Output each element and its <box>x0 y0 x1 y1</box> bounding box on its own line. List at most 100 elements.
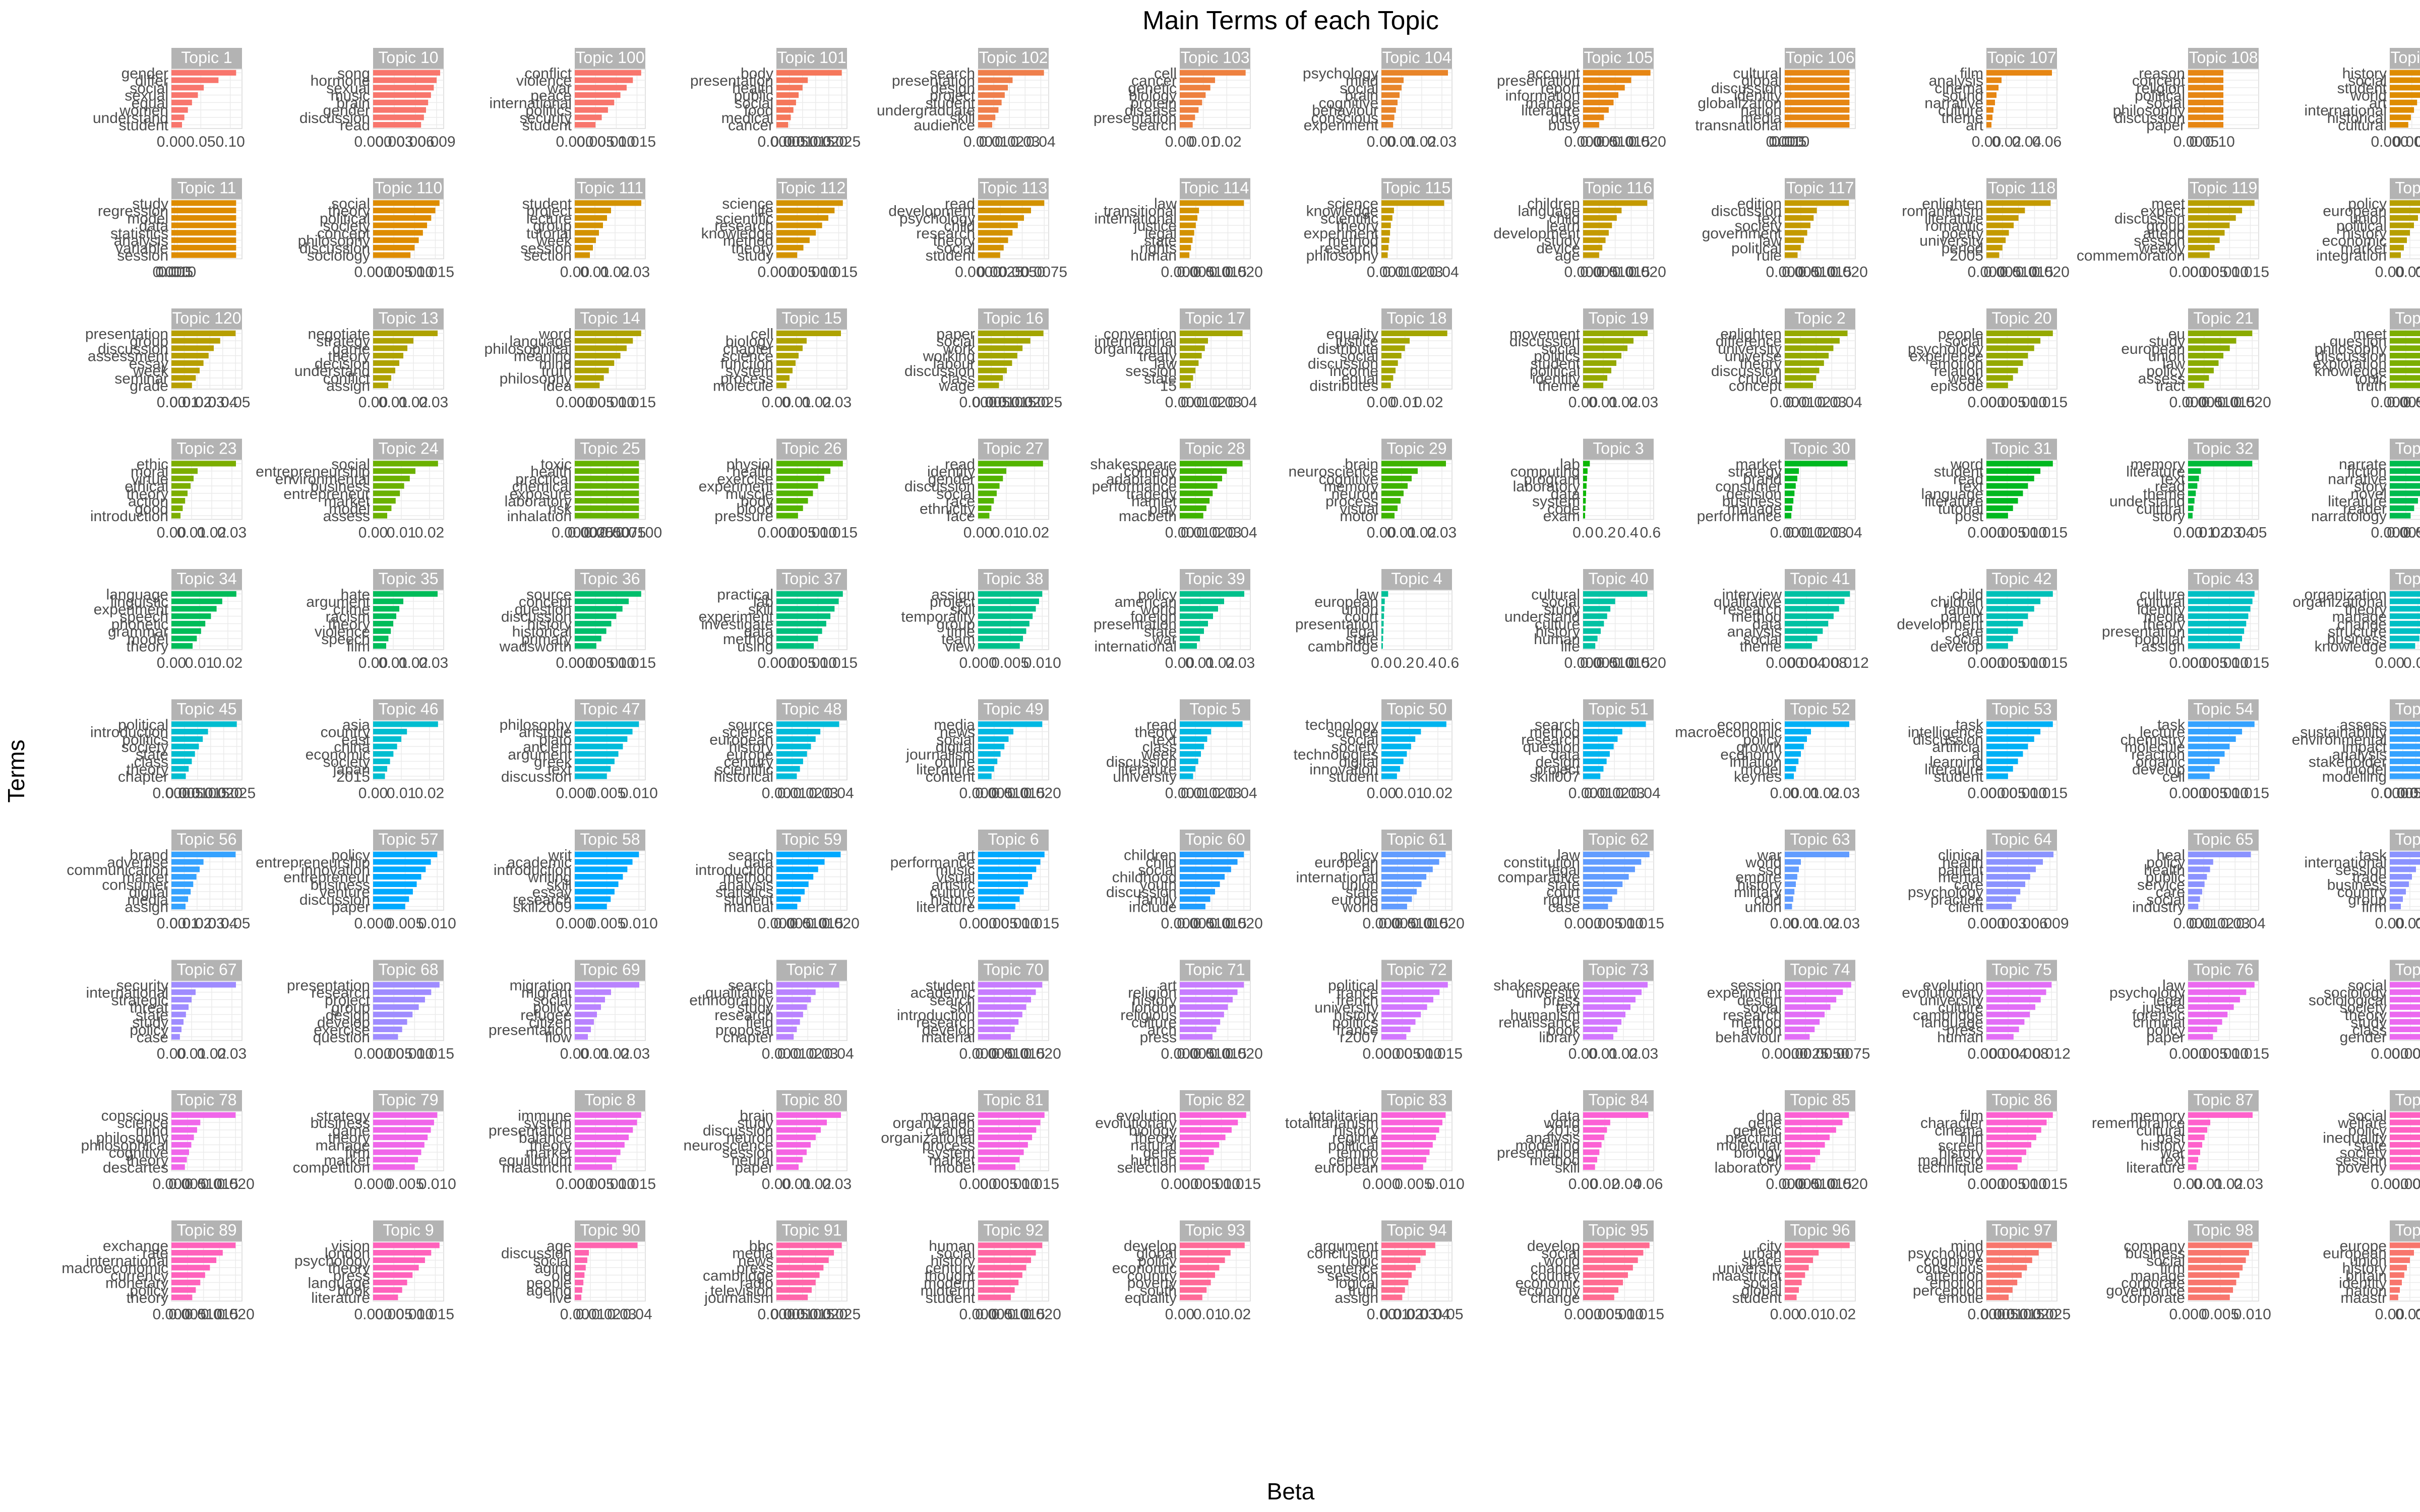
bar <box>1583 200 1648 206</box>
term-label: human <box>1130 247 1177 264</box>
term-label: session <box>1125 363 1177 380</box>
bar <box>1785 244 1801 250</box>
bar <box>575 736 628 742</box>
bar <box>171 244 236 250</box>
bar <box>1785 613 1834 619</box>
bar <box>978 375 1003 381</box>
facet-panel: Topic 100conflictviolencewarpeaceinterna… <box>490 48 656 150</box>
x-tick-label: 0.020 <box>2233 394 2271 411</box>
facet-strip-label: Topic 116 <box>1585 179 1653 197</box>
bar <box>2188 353 2223 359</box>
bar <box>1583 468 1588 474</box>
bar <box>978 591 1043 597</box>
x-tick-label: 0.010 <box>2233 1306 2271 1323</box>
term-label: conscious <box>1311 110 1378 127</box>
bar <box>171 989 196 995</box>
x-tick-label: 0.00 <box>1367 785 1396 802</box>
bar <box>1785 114 1850 120</box>
bar <box>575 1157 617 1163</box>
x-tick-label: 0.00 <box>1367 264 1396 281</box>
bar <box>1785 222 1810 228</box>
bar <box>2188 330 2253 336</box>
x-tick-label: 0.020 <box>1011 394 1049 411</box>
bar <box>2390 989 2420 995</box>
x-tick-label: 0.01 <box>2403 655 2420 671</box>
bar <box>373 729 407 735</box>
bar <box>776 889 805 895</box>
bar <box>978 606 1036 612</box>
bar <box>2188 367 2214 373</box>
bar <box>575 244 593 250</box>
x-tick-label: 0.2 <box>1394 655 1415 671</box>
bar <box>373 1280 407 1286</box>
term-label: modelling <box>2322 769 2387 785</box>
bar <box>776 345 803 351</box>
facet-strip-label: Topic 19 <box>1588 309 1648 327</box>
term-label: session <box>117 247 168 264</box>
facet-panel: Topic 107filmanalysiscinemasoundnarrativ… <box>1924 48 2062 150</box>
facet-strip-label: Topic 38 <box>983 570 1043 588</box>
term-label: macbeth <box>1119 508 1177 525</box>
facet-strip-label: Topic 35 <box>378 570 438 588</box>
bar <box>776 1004 807 1010</box>
bar <box>776 1112 841 1118</box>
facet-strip-label: Topic 66 <box>2395 830 2420 848</box>
bar <box>171 122 182 128</box>
x-tick-label: 0.04 <box>1228 394 1257 411</box>
facet-strip-label: Topic 75 <box>1991 961 2051 979</box>
bar <box>2390 889 2406 895</box>
bar <box>2390 866 2416 872</box>
facet-strip <box>1381 308 1452 330</box>
bar <box>2390 1294 2398 1300</box>
x-tick-label: 0.03 <box>195 394 224 411</box>
bar <box>1583 513 1585 519</box>
bar <box>171 606 217 612</box>
bar <box>1583 751 1610 757</box>
x-tick-label: 0.00 <box>1367 394 1396 411</box>
bar <box>1180 1127 1232 1133</box>
bar <box>1180 643 1197 649</box>
bar <box>373 1142 425 1148</box>
bar <box>978 330 1044 336</box>
term-label: women <box>119 102 168 119</box>
bar <box>1583 1004 1630 1010</box>
term-label: data <box>139 218 169 234</box>
x-tick-label: 0.005 <box>2393 134 2420 150</box>
bar <box>1583 252 1599 258</box>
term-label: science <box>722 348 773 365</box>
bar <box>776 1164 799 1170</box>
bar <box>2188 851 2251 857</box>
x-tick-label: 0.010 <box>2415 134 2420 150</box>
facet-strip-label: Topic 8 <box>584 1091 635 1109</box>
x-tick-label: 0.009 <box>2031 915 2069 932</box>
x-tick-label: 0.015 <box>1626 915 1664 932</box>
bar <box>1381 200 1444 206</box>
facet-strip-label: Topic 61 <box>1386 830 1446 848</box>
facet-strip-label: Topic 82 <box>1185 1091 1245 1109</box>
bar <box>575 107 608 113</box>
bar <box>171 1242 236 1248</box>
bar <box>2390 996 2420 1002</box>
bar <box>1785 982 1851 988</box>
bar <box>373 498 396 504</box>
bar <box>1785 721 1849 727</box>
bar <box>1785 367 1820 373</box>
bar <box>2390 367 2420 373</box>
bar <box>575 1034 588 1040</box>
facet-strip-label: Topic 62 <box>1588 830 1648 848</box>
bar <box>776 1272 820 1278</box>
bar <box>1180 1257 1225 1263</box>
bar <box>1180 874 1225 880</box>
bar <box>171 70 236 76</box>
bar <box>575 252 590 258</box>
bar <box>2188 99 2223 105</box>
bar <box>373 1250 432 1256</box>
term-label: period <box>1942 240 1983 257</box>
bar <box>1583 114 1604 120</box>
bar <box>2188 475 2199 481</box>
bar <box>1583 461 1590 467</box>
facet-strip-label: Topic 87 <box>2193 1091 2253 1109</box>
facet-strip-label: Topic 6 <box>988 830 1039 848</box>
bar <box>1785 383 1813 389</box>
bar <box>1381 896 1412 902</box>
